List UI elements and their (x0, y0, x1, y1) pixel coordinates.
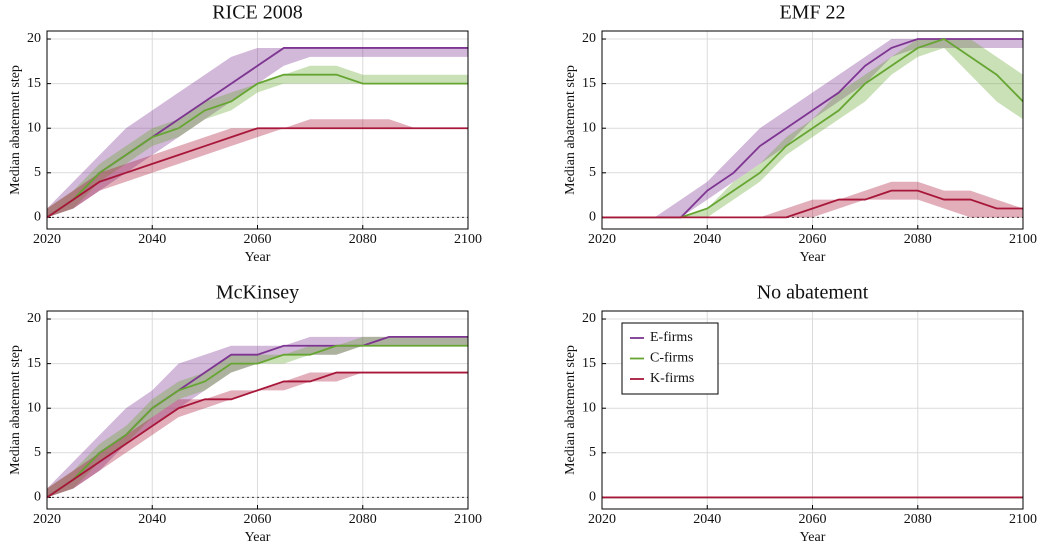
legend-label: E-firms (650, 330, 693, 345)
y-tick-label: 0 (589, 490, 596, 505)
y-axis-label: Median abatement step (8, 65, 23, 195)
x-tick-label: 2040 (138, 232, 166, 247)
x-tick-label: 2040 (693, 512, 721, 527)
x-tick-label: 2100 (1009, 232, 1037, 247)
band (47, 65, 468, 218)
y-tick-label: 5 (589, 165, 596, 180)
median-line (47, 127, 468, 219)
x-tick-label: 2020 (33, 232, 61, 247)
x-axis-label: Year (800, 530, 826, 545)
chart-title: McKinsey (216, 282, 299, 304)
y-axis-label: Median abatement step (563, 345, 578, 475)
plot-area (47, 47, 468, 219)
x-tick-label: 2100 (1009, 512, 1037, 527)
band (47, 119, 468, 218)
y-tick-label: 0 (589, 210, 596, 225)
median-line (47, 73, 468, 219)
y-tick-label: 15 (582, 76, 596, 91)
x-tick-label: 2020 (33, 512, 61, 527)
y-tick-label: 20 (582, 311, 596, 326)
x-axis-label: Year (245, 530, 271, 545)
x-tick-label: 2040 (138, 512, 166, 527)
x-tick-label: 2040 (693, 232, 721, 247)
median-line (47, 371, 468, 499)
x-tick-label: 2060 (799, 232, 827, 247)
x-tick-label: 2020 (588, 232, 616, 247)
y-tick-label: 0 (34, 490, 41, 505)
axes-frame (601, 30, 1024, 230)
x-axis-label: Year (800, 250, 826, 265)
plot-area (602, 38, 1023, 219)
y-tick-label: 15 (27, 356, 41, 371)
chart-title: RICE 2008 (212, 2, 303, 24)
x-tick-label: 2060 (244, 232, 272, 247)
axes-frame (46, 30, 469, 230)
band (47, 47, 468, 218)
x-tick-label: 2080 (904, 512, 932, 527)
y-tick-label: 5 (589, 445, 596, 460)
band (47, 336, 468, 498)
median-line (47, 344, 468, 499)
x-tick-label: 2060 (799, 512, 827, 527)
x-tick-label: 2020 (588, 512, 616, 527)
y-tick-label: 0 (34, 210, 41, 225)
y-tick-label: 20 (27, 31, 41, 46)
x-tick-label: 2100 (454, 512, 482, 527)
band (47, 372, 468, 498)
chart-title: No abatement (757, 282, 869, 304)
y-tick-label: 15 (27, 76, 41, 91)
x-tick-label: 2080 (349, 232, 377, 247)
y-tick-label: 10 (27, 120, 41, 135)
y-tick-label: 15 (582, 356, 596, 371)
plot-area (47, 335, 468, 499)
median-line (602, 189, 1023, 219)
x-axis-label: Year (245, 250, 271, 265)
y-tick-label: 20 (582, 31, 596, 46)
x-tick-label: 2080 (349, 512, 377, 527)
legend-label: C-firms (650, 351, 694, 366)
axes-frame (601, 310, 1024, 510)
y-tick-label: 20 (27, 311, 41, 326)
x-tick-label: 2080 (904, 232, 932, 247)
chart-title: EMF 22 (779, 2, 845, 24)
y-tick-label: 10 (582, 120, 596, 135)
axes-frame (46, 310, 469, 510)
y-axis-label: Median abatement step (563, 65, 578, 195)
y-axis-label: Median abatement step (8, 345, 23, 475)
y-tick-label: 5 (34, 165, 41, 180)
legend-label: K-firms (650, 371, 694, 386)
y-tick-label: 5 (34, 445, 41, 460)
y-tick-label: 10 (582, 400, 596, 415)
y-tick-label: 10 (27, 400, 41, 415)
x-tick-label: 2100 (454, 232, 482, 247)
x-tick-label: 2060 (244, 512, 272, 527)
